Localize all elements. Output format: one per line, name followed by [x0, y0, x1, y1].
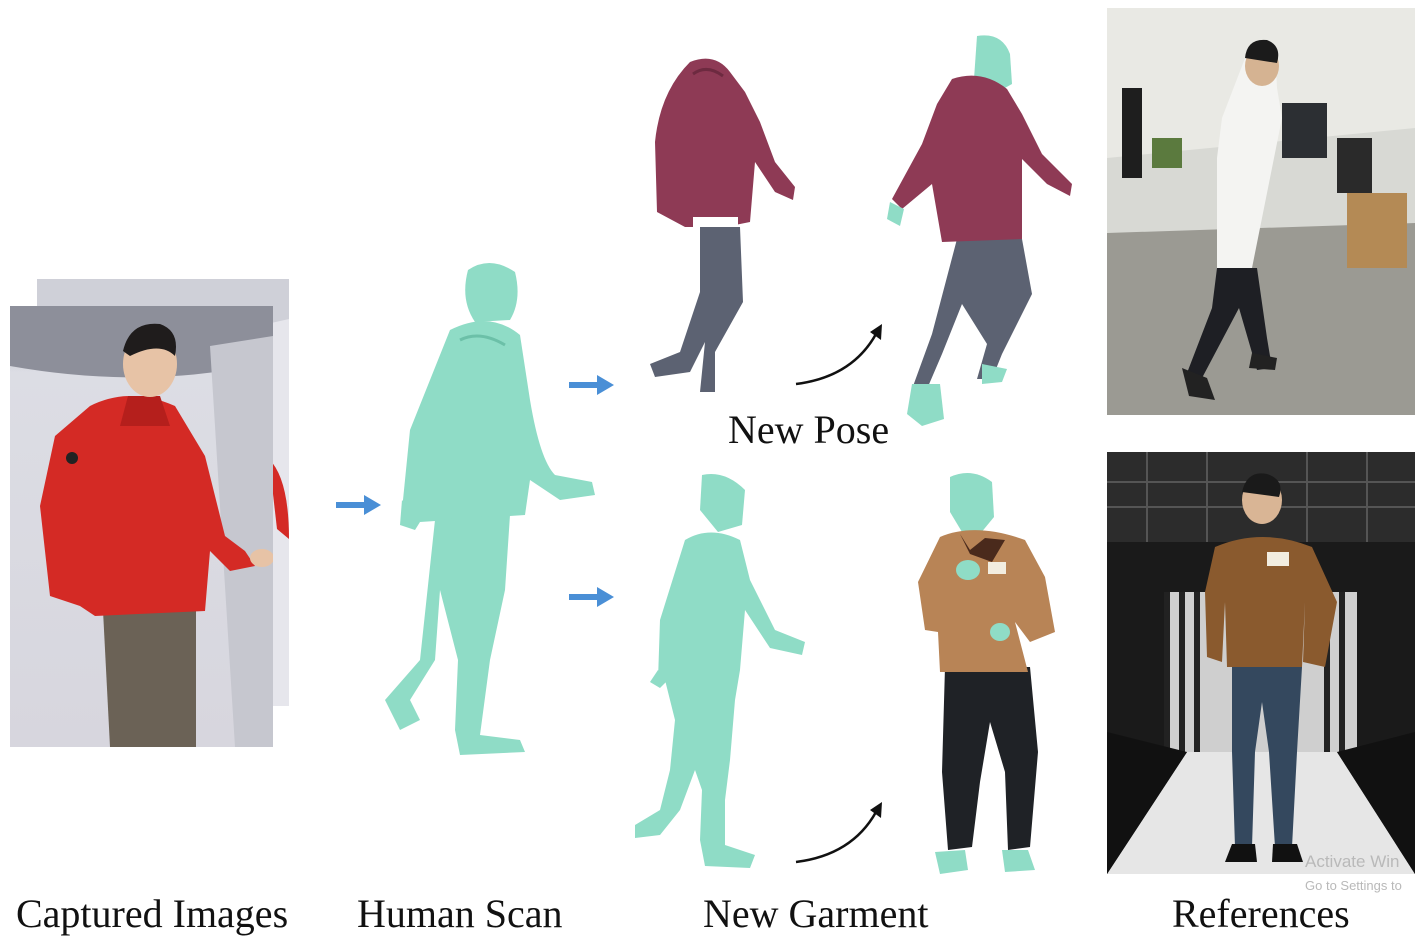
- arrow-to-body: [569, 587, 614, 607]
- human-scan-figure: [385, 262, 595, 755]
- new-garment-figure: [918, 473, 1055, 874]
- clothed-figure-new-pose: [887, 35, 1072, 426]
- reference-photo-office: [1107, 8, 1415, 415]
- label-references: References: [1172, 891, 1350, 936]
- curved-arrow-bottom: [795, 802, 882, 864]
- body-scan-figure: [635, 474, 805, 868]
- captured-image-front: [10, 306, 273, 747]
- label-new-pose: New Pose: [728, 407, 890, 452]
- label-captured-images: Captured Images: [16, 891, 289, 936]
- label-human-scan: Human Scan: [357, 891, 563, 936]
- label-new-garment: New Garment: [703, 891, 929, 936]
- activate-watermark-line1: Activate Win: [1305, 852, 1400, 871]
- activate-watermark-line2: Go to Settings to: [1305, 878, 1402, 893]
- reference-photo-runway: [1107, 452, 1415, 874]
- arrow-to-scan: [336, 495, 381, 515]
- arrow-to-clothed: [569, 375, 614, 395]
- curved-arrow-top: [795, 324, 882, 386]
- clothed-figure-top: [650, 58, 795, 392]
